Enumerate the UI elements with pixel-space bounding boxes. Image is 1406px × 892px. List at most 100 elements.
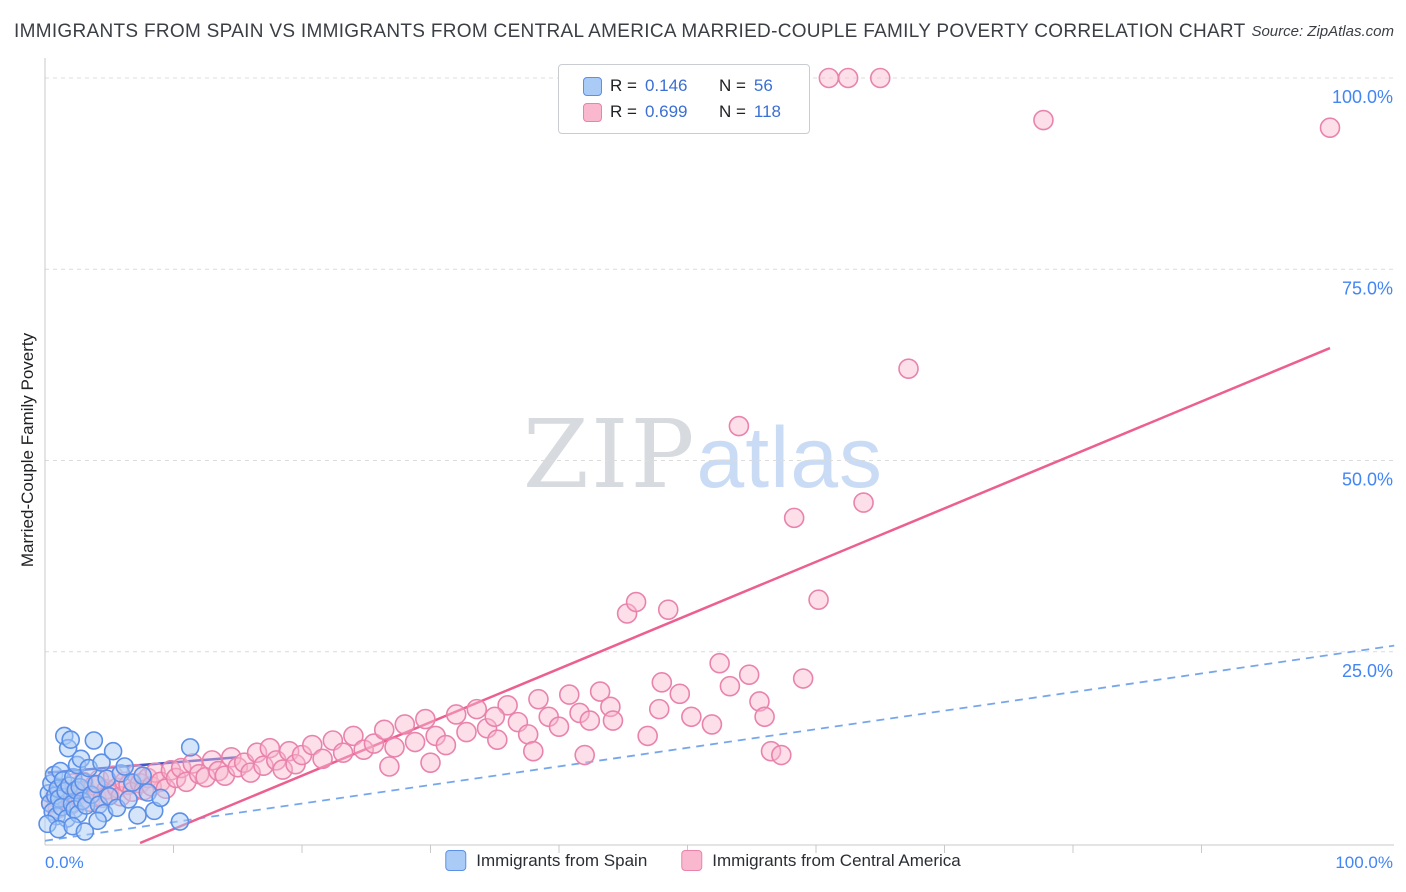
scatter-point-central-america: [818, 67, 840, 89]
legend-item-central-america: Immigrants from Central America: [681, 850, 961, 871]
legend-item-spain: Immigrants from Spain: [445, 850, 647, 871]
n-label: N =: [718, 76, 746, 95]
scatter-point-central-america: [420, 752, 441, 773]
scatter-point-central-america: [373, 719, 395, 741]
scatter-point-central-america: [272, 759, 294, 780]
scatter-point-central-america: [783, 507, 805, 529]
scatter-point-spain: [88, 811, 107, 831]
scatter-point-central-america: [384, 737, 405, 758]
scatter-point-central-america: [363, 733, 385, 754]
n-label: N =: [718, 102, 746, 121]
central-america-swatch: [583, 102, 602, 122]
scatter-point-central-america: [353, 739, 374, 760]
spain-legend-swatch: [445, 850, 467, 871]
scatter-point-spain: [103, 741, 123, 761]
scatter-point-spain: [128, 806, 147, 825]
scatter-point-central-america: [415, 708, 436, 730]
scatter-point-central-america: [558, 684, 580, 705]
scatter-point-central-america: [709, 652, 730, 674]
scatter-point-spain: [119, 790, 138, 809]
scatter-point-central-america: [637, 725, 658, 747]
scatter-point-central-america: [278, 740, 300, 762]
scatter-point-central-america: [853, 492, 874, 513]
scatter-point-central-america: [648, 698, 670, 720]
scatter-point-central-america: [625, 591, 647, 613]
scatter-point-central-america: [651, 672, 673, 693]
scatter-point-spain: [180, 738, 200, 757]
scatter-point-central-america: [456, 721, 477, 743]
scatter-point-central-america: [754, 706, 775, 728]
watermark-atlas-text: atlas: [696, 410, 884, 506]
page-title: IMMIGRANTS FROM SPAIN VS IMMIGRANTS FROM…: [14, 21, 1246, 42]
correlation-legend: R = 0.146 N = 56 R = 0.699 N = 118: [558, 64, 810, 134]
scatter-point-spain: [115, 757, 134, 776]
scatter-point-central-america: [792, 668, 814, 689]
scatter-point-central-america: [837, 67, 859, 89]
y-axis-tick-label: 25.0%: [1342, 661, 1393, 681]
scatter-point-central-america: [404, 731, 426, 753]
scatter-point-central-america: [738, 664, 760, 686]
scatter-point-central-america: [301, 734, 323, 756]
scatter-point-central-america: [312, 748, 333, 770]
scatter-point-central-america: [701, 714, 723, 735]
central-america-legend-swatch: [681, 850, 703, 871]
scatter-point-central-america: [484, 706, 506, 728]
x-axis-min-label: 0.0%: [45, 853, 84, 872]
scatter-point-central-america: [445, 704, 467, 725]
scatter-point-central-america: [681, 706, 702, 728]
scatter-point-central-america: [435, 734, 457, 756]
watermark: ZIPatlas: [523, 400, 883, 510]
scatter-point-spain: [133, 766, 152, 785]
scatter-point-central-america: [343, 725, 364, 747]
scatter-point-spain: [151, 788, 170, 808]
scatter-point-central-america: [253, 755, 274, 777]
scatter-point-spain: [84, 731, 104, 750]
scatter-point-central-america: [332, 742, 354, 764]
n-value-spain: 56: [753, 76, 773, 95]
scatter-point-central-america: [497, 694, 518, 716]
legend-row-spain: R = 0.146 N = 56: [583, 76, 809, 96]
scatter-point-central-america: [669, 683, 691, 705]
scatter-point-spain: [75, 822, 95, 841]
r-label: R =: [610, 102, 637, 121]
scatter-point-central-america: [240, 762, 261, 783]
r-value-spain: 0.146: [644, 76, 688, 95]
scatter-point-central-america: [379, 756, 400, 777]
scatter-point-central-america: [771, 744, 792, 766]
scatter-point-central-america: [657, 599, 679, 620]
scatter-point-central-america: [808, 589, 829, 611]
r-label: R =: [610, 76, 637, 95]
legend-row-central-america: R = 0.699 N = 118: [583, 102, 809, 122]
r-value-central-america: 0.699: [644, 102, 688, 121]
source-label: Source: ZipAtlas.com: [1251, 23, 1394, 40]
scatter-point-central-america: [487, 729, 508, 751]
scatter-point-central-america: [394, 714, 416, 735]
scatter-point-central-america: [176, 771, 197, 793]
scatter-point-central-america: [569, 702, 590, 724]
spain-legend-label: Immigrants from Spain: [476, 850, 648, 870]
scatter-point-spain: [61, 730, 80, 750]
scatter-point-central-america: [548, 716, 570, 738]
scatter-point-spain: [170, 812, 190, 831]
chart-legend: Immigrants from Spain Immigrants from Ce…: [445, 850, 961, 871]
scatter-point-central-america: [1319, 117, 1341, 139]
scatter-point-central-america: [898, 358, 919, 380]
scatter-point-central-america: [869, 67, 891, 89]
watermark-zip-text: ZIP: [522, 400, 697, 510]
x-axis-max-label: 100.0%: [1335, 853, 1393, 872]
scatter-point-central-america: [749, 691, 770, 712]
spain-swatch: [583, 76, 602, 96]
scatter-point-central-america: [602, 710, 624, 731]
y-axis-tick-label: 75.0%: [1342, 278, 1393, 298]
scatter-point-central-america: [466, 698, 488, 720]
scatter-point-central-america: [246, 742, 268, 764]
scatter-point-central-america: [574, 744, 596, 766]
scatter-point-central-america: [719, 675, 741, 697]
scatter-point-central-america: [589, 681, 611, 702]
central-america-legend-label: Immigrants from Central America: [712, 850, 961, 870]
y-axis-tick-label: 100.0%: [1332, 87, 1393, 107]
trend-line-spain-projection: [44, 644, 1395, 842]
n-value-central-america: 118: [753, 102, 781, 121]
scatter-point-central-america: [579, 710, 601, 731]
